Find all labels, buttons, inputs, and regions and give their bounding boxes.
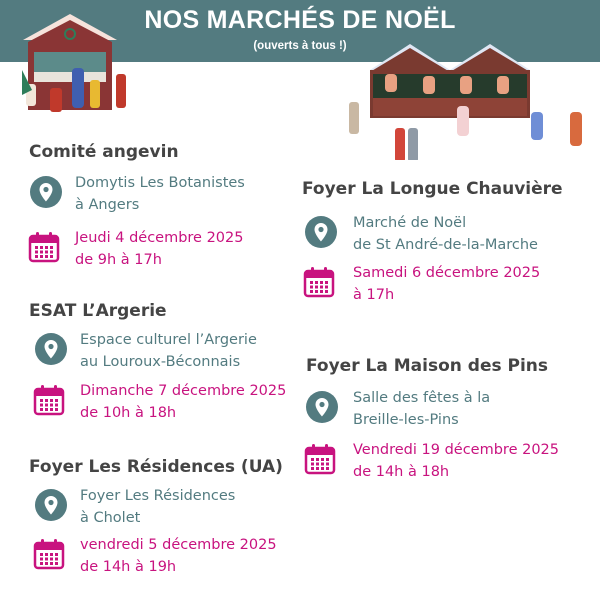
address-line: à Cholet <box>80 510 141 526</box>
market-stall-illustration-right <box>349 44 582 160</box>
address-line: Foyer Les Résidences <box>80 488 236 504</box>
market-date: Dimanche 7 décembre 2025 de 10h à 18h <box>33 380 286 421</box>
date-line: Dimanche 7 décembre 2025 <box>80 383 287 399</box>
address-line: à Angers <box>75 197 140 213</box>
date-line: Jeudi 4 décembre 2025 <box>75 230 244 246</box>
calendar-icon <box>303 266 335 298</box>
location-pin-icon <box>35 489 67 521</box>
page-title: NOS MARCHÉS DE NOËL <box>144 6 456 34</box>
market-name: Foyer La Longue Chauvière <box>302 179 563 199</box>
time-line: de 14h à 18h <box>353 464 450 480</box>
time-line: de 10h à 18h <box>80 405 177 421</box>
calendar-icon <box>304 443 336 475</box>
market-date: Jeudi 4 décembre 2025 de 9h à 17h <box>28 227 244 268</box>
market-address: Marché de Noël de St André-de-la-Marche <box>305 212 538 253</box>
time-line: de 9h à 17h <box>75 252 162 268</box>
address-line: Marché de Noël <box>353 215 467 231</box>
market-date: vendredi 5 décembre 2025 de 14h à 19h <box>33 534 277 575</box>
location-pin-icon <box>35 333 67 365</box>
address-line: au Louroux-Béconnais <box>80 354 241 370</box>
date-line: Samedi 6 décembre 2025 <box>353 265 541 281</box>
market-name: ESAT L’Argerie <box>29 301 167 321</box>
calendar-icon <box>33 384 65 416</box>
market-name: Foyer Les Résidences (UA) <box>29 457 283 477</box>
location-pin-icon <box>306 391 338 423</box>
location-pin-icon <box>305 216 337 248</box>
market-date: Vendredi 19 décembre 2025 de 14h à 18h <box>304 439 559 480</box>
market-name: Foyer La Maison des Pins <box>306 356 549 376</box>
calendar-icon <box>28 231 60 263</box>
market-stall-illustration-left <box>22 14 126 112</box>
address-line: de St André-de-la-Marche <box>353 237 538 253</box>
date-line: Vendredi 19 décembre 2025 <box>353 442 559 458</box>
address-line: Salle des fêtes à la <box>353 390 491 406</box>
market-name: Comité angevin <box>29 142 179 162</box>
market-address: Domytis Les Botanistes à Angers <box>30 172 245 213</box>
address-line: Espace culturel l’Argerie <box>80 332 257 348</box>
market-address: Espace culturel l’Argerie au Louroux-Béco… <box>35 329 257 370</box>
calendar-icon <box>33 538 65 570</box>
time-line: à 17h <box>353 287 395 303</box>
date-line: vendredi 5 décembre 2025 <box>80 537 277 553</box>
market-address: Salle des fêtes à la Breille-les-Pins <box>306 387 490 428</box>
address-line: Breille-les-Pins <box>353 412 459 428</box>
address-line: Domytis Les Botanistes <box>75 175 245 191</box>
page-subtitle: (ouverts à tous !) <box>253 40 347 52</box>
time-line: de 14h à 19h <box>80 559 177 575</box>
market-date: Samedi 6 décembre 2025 à 17h <box>303 262 540 303</box>
market-address: Foyer Les Résidences à Cholet <box>35 485 235 526</box>
location-pin-icon <box>30 176 62 208</box>
